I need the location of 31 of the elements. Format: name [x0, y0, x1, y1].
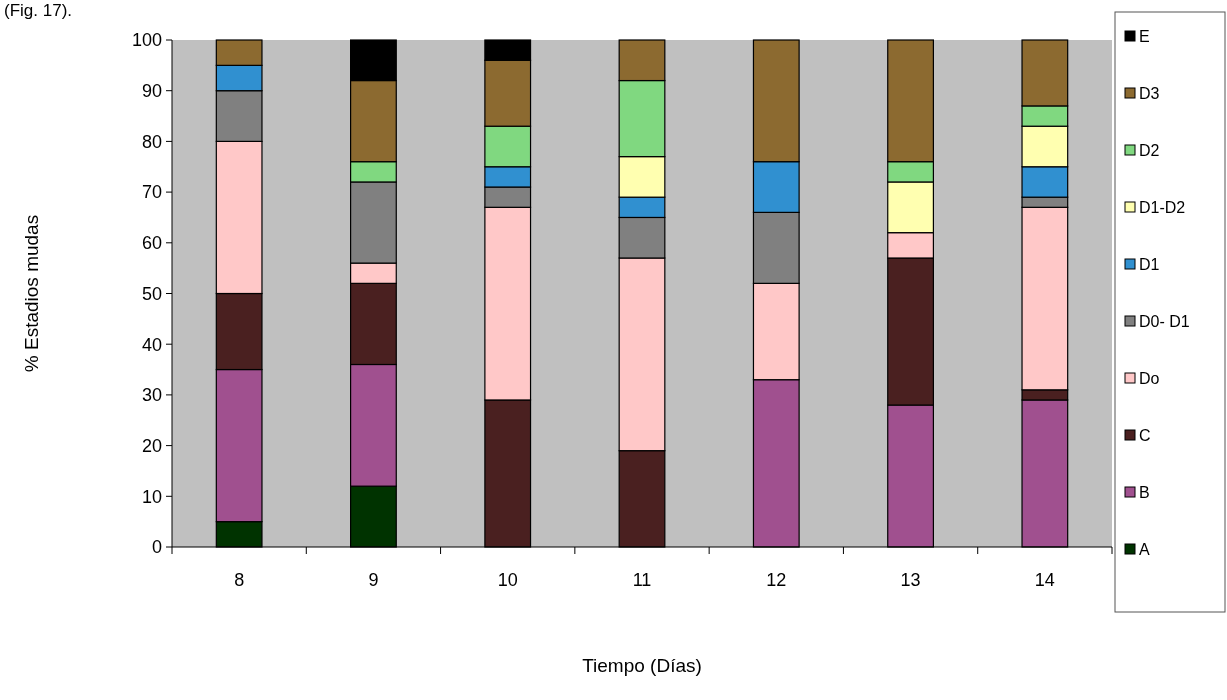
y-tick-label: 90 — [141, 81, 162, 101]
x-tick-label: 12 — [766, 570, 787, 590]
y-tick-label: 40 — [141, 334, 162, 355]
y-tick-label: 60 — [141, 233, 162, 254]
legend-label: Do — [1139, 369, 1160, 387]
y-axis-title: % Estadios mudas — [21, 214, 42, 373]
x-tick-label: 14 — [1034, 570, 1055, 590]
legend-label: D1 — [1139, 255, 1160, 273]
x-tick-label: 10 — [497, 570, 518, 590]
y-tick-label: 80 — [141, 131, 162, 152]
legend-label: D3 — [1139, 84, 1160, 102]
legend-label: D2 — [1139, 141, 1160, 159]
x-tick-label: 8 — [234, 570, 245, 590]
y-tick-label: 10 — [141, 486, 162, 507]
y-tick-label: 100 — [131, 30, 162, 51]
y-tick-label: 30 — [141, 385, 162, 406]
x-tick-label: 11 — [632, 570, 652, 590]
x-tick-label: 13 — [900, 570, 921, 590]
y-tick-label: 0 — [151, 537, 162, 558]
legend-label: E — [1139, 27, 1150, 45]
y-tick-label: 70 — [141, 182, 162, 203]
legend-label: D1-D2 — [1139, 198, 1186, 216]
legend-label: C — [1139, 426, 1151, 444]
text: (Fig. 17). — [4, 1, 73, 20]
legend-label: B — [1139, 483, 1150, 501]
x-tick-label: 9 — [368, 570, 379, 590]
legend-label: D0- D1 — [1139, 312, 1190, 330]
legend-label: A — [1139, 540, 1150, 558]
y-tick-label: 50 — [141, 283, 162, 304]
y-tick-label: 20 — [141, 435, 162, 456]
x-axis-title: Tiempo (Días) — [582, 655, 702, 676]
